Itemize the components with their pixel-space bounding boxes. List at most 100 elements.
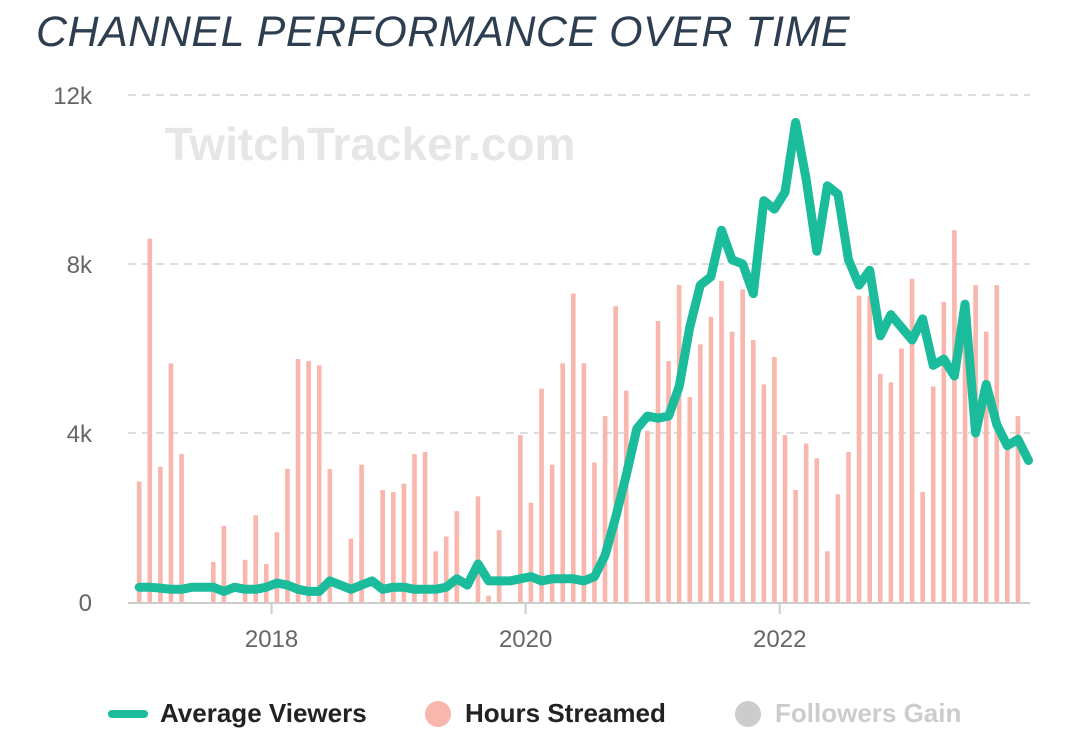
hours-streamed-bar[interactable]: [242, 559, 248, 602]
y-tick-label: 8k: [67, 252, 93, 279]
hours-streamed-bar[interactable]: [698, 344, 703, 602]
hours-streamed-bar[interactable]: [856, 295, 862, 602]
axes: 2018 2020 2022: [128, 602, 1030, 653]
hours-streamed-bar[interactable]: [687, 397, 693, 602]
hours-streamed-bar[interactable]: [401, 483, 407, 602]
legend-dot-swatch: [735, 700, 761, 727]
hours-streamed-bar[interactable]: [539, 388, 544, 602]
hours-streamed-bar[interactable]: [825, 551, 830, 602]
legend-item-hours-streamed[interactable]: Hours Streamed: [425, 698, 666, 729]
y-tick-label: 4k: [67, 421, 93, 448]
hours-streamed-bar[interactable]: [412, 454, 417, 603]
hours-streamed-bar[interactable]: [391, 492, 396, 602]
hours-streamed-bar[interactable]: [973, 285, 978, 603]
hours-streamed-bar[interactable]: [475, 496, 481, 603]
hours-streamed-bar[interactable]: [348, 538, 354, 603]
hours-streamed-bar[interactable]: [496, 530, 502, 602]
hours-streamed-bar[interactable]: [221, 525, 227, 602]
legend-item-average-viewers[interactable]: Average Viewers: [108, 698, 367, 729]
hours-streamed-bar[interactable]: [899, 348, 904, 603]
hours-streamed-bar[interactable]: [803, 443, 809, 602]
hours-streamed-bar[interactable]: [835, 494, 841, 602]
hours-streamed-bars: [136, 230, 1021, 603]
hours-streamed-bar[interactable]: [592, 462, 597, 602]
hours-streamed-bar[interactable]: [846, 452, 851, 602]
average-viewers-series-line[interactable]: [134, 118, 1033, 596]
hours-streamed-bar[interactable]: [316, 365, 322, 602]
hours-streamed-bar[interactable]: [719, 280, 724, 602]
hours-streamed-bar[interactable]: [518, 435, 523, 602]
hours-streamed-bar[interactable]: [623, 390, 629, 602]
legend-label: Hours Streamed: [465, 698, 666, 728]
hours-streamed-bar[interactable]: [867, 295, 873, 602]
hours-streamed-bar[interactable]: [729, 331, 735, 602]
hours-streamed-bar[interactable]: [211, 561, 216, 602]
hours-streamed-bar[interactable]: [158, 466, 163, 602]
hours-streamed-bar[interactable]: [433, 551, 438, 602]
hours-streamed-bar[interactable]: [285, 468, 290, 602]
hours-streamed-bar[interactable]: [613, 306, 618, 602]
hours-streamed-bar[interactable]: [443, 536, 449, 602]
hours-streamed-bar[interactable]: [941, 302, 947, 602]
hours-streamed-bar[interactable]: [952, 230, 957, 602]
y-tick-label: 12k: [53, 83, 93, 110]
hours-streamed-bar[interactable]: [306, 361, 311, 602]
hours-streamed-bar[interactable]: [486, 595, 491, 602]
hours-streamed-bar[interactable]: [909, 278, 915, 602]
x-tick-label: 2018: [245, 626, 298, 653]
hours-streamed-bar[interactable]: [602, 416, 608, 602]
hours-streamed-bar[interactable]: [708, 316, 714, 602]
hours-streamed-bar[interactable]: [994, 285, 1000, 603]
hours-streamed-bar[interactable]: [676, 285, 682, 603]
legend: Average Viewers Hours Streamed Followers…: [0, 690, 1079, 740]
hours-streamed-bar[interactable]: [888, 382, 894, 602]
legend-dot-swatch: [425, 700, 451, 727]
hours-streamed-bar[interactable]: [528, 502, 534, 602]
hours-streamed-bar[interactable]: [740, 289, 745, 602]
hours-streamed-bar[interactable]: [666, 361, 671, 602]
hours-streamed-bar[interactable]: [750, 340, 756, 602]
hours-streamed-bar[interactable]: [454, 511, 460, 602]
hours-streamed-bar[interactable]: [570, 293, 576, 602]
legend-label: Average Viewers: [160, 698, 367, 728]
hours-streamed-bar[interactable]: [793, 490, 798, 602]
hours-streamed-bar[interactable]: [878, 373, 883, 602]
watermark: TwitchTracker.com: [165, 118, 576, 170]
hours-streamed-bar[interactable]: [253, 515, 258, 602]
chart-title: CHANNEL PERFORMANCE OVER TIME: [36, 8, 851, 56]
hours-streamed-bar[interactable]: [772, 356, 777, 602]
hours-streamed-bar[interactable]: [327, 468, 333, 602]
hours-streamed-bar[interactable]: [761, 384, 767, 602]
hours-streamed-bar[interactable]: [814, 458, 820, 602]
hours-streamed-bar[interactable]: [645, 430, 650, 602]
hours-streamed-bar[interactable]: [380, 490, 386, 602]
legend-label: Followers Gain: [775, 698, 962, 728]
hours-streamed-bar[interactable]: [147, 238, 153, 602]
hours-streamed-bar[interactable]: [930, 386, 936, 602]
hours-streamed-bar[interactable]: [136, 481, 142, 602]
hours-streamed-bar[interactable]: [581, 363, 587, 602]
hours-streamed-bar[interactable]: [295, 359, 301, 602]
y-tick-label: 0: [79, 590, 92, 617]
gridlines: 0 4k 8k 12k: [53, 83, 1030, 617]
hours-streamed-bar[interactable]: [168, 363, 174, 602]
hours-streamed-bar[interactable]: [920, 492, 925, 602]
legend-item-followers-gain[interactable]: Followers Gain: [735, 698, 961, 729]
chart-area: 0 4k 8k 12k TwitchTracker.com 2018 2020 2022: [53, 83, 1033, 653]
x-tick-label: 2022: [753, 626, 806, 653]
hours-streamed-bar[interactable]: [179, 454, 184, 603]
hours-streamed-bar[interactable]: [359, 464, 364, 602]
legend-line-swatch: [108, 709, 148, 718]
average-viewers-line: [134, 118, 1033, 596]
hours-streamed-bar[interactable]: [560, 363, 565, 602]
hours-streamed-bar[interactable]: [655, 321, 661, 602]
hours-streamed-bar[interactable]: [782, 435, 788, 602]
hours-streamed-bar[interactable]: [962, 344, 968, 602]
hours-streamed-bar[interactable]: [549, 464, 555, 602]
hours-streamed-bar[interactable]: [983, 331, 989, 602]
hours-streamed-bar[interactable]: [1005, 449, 1010, 602]
hours-streamed-bar[interactable]: [274, 532, 280, 602]
hours-streamed-bar[interactable]: [422, 452, 428, 602]
x-tick-label: 2020: [499, 626, 552, 653]
hours-streamed-bar[interactable]: [1015, 416, 1021, 602]
